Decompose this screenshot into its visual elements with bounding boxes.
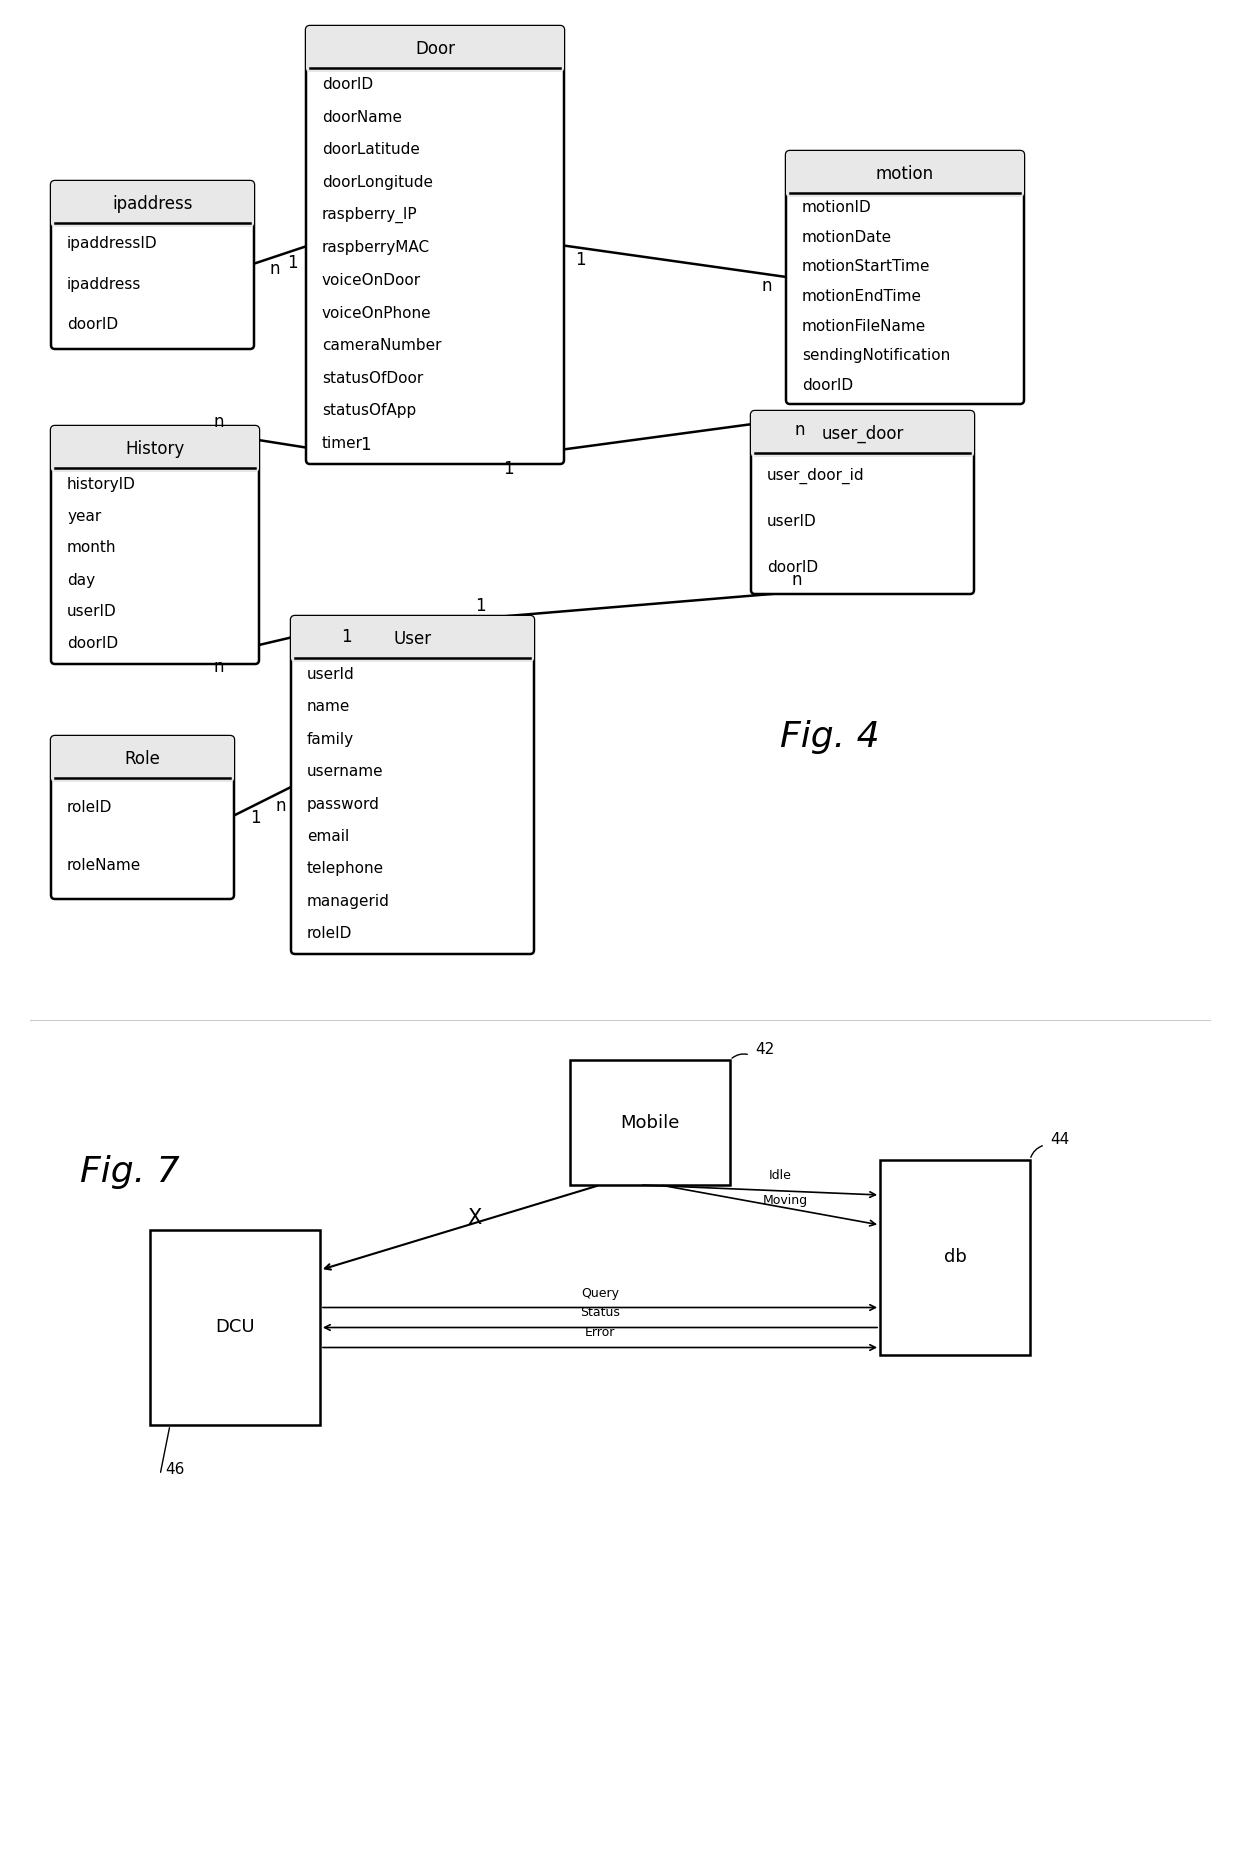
FancyBboxPatch shape [51, 736, 234, 899]
Text: statusOfDoor: statusOfDoor [322, 370, 423, 387]
Bar [570, 1060, 730, 1186]
Text: ipaddress: ipaddress [113, 194, 192, 213]
Text: n: n [794, 420, 805, 438]
FancyBboxPatch shape [751, 411, 973, 457]
Text: 1: 1 [288, 253, 299, 272]
FancyBboxPatch shape [306, 26, 564, 72]
Text: userID: userID [67, 605, 117, 620]
Text: doorLatitude: doorLatitude [322, 142, 420, 157]
FancyBboxPatch shape [786, 152, 1024, 196]
Text: User: User [393, 631, 432, 647]
Text: userId: userId [308, 666, 355, 681]
Text: 1: 1 [475, 598, 486, 616]
Text: n: n [275, 797, 286, 814]
Bar [150, 1230, 320, 1424]
Text: n: n [791, 572, 802, 588]
Text: n: n [761, 278, 771, 296]
Text: year: year [67, 509, 102, 524]
Text: n: n [215, 657, 224, 675]
Text: user_door_id: user_door_id [768, 468, 864, 485]
Text: motionFileName: motionFileName [802, 318, 926, 333]
FancyBboxPatch shape [51, 736, 234, 783]
Text: month: month [67, 540, 117, 555]
Text: user_door: user_door [821, 426, 904, 444]
Text: roleID: roleID [67, 799, 113, 814]
FancyBboxPatch shape [51, 181, 254, 228]
FancyBboxPatch shape [786, 152, 1024, 403]
Text: username: username [308, 764, 383, 779]
Text: Idle: Idle [769, 1169, 791, 1182]
Text: telephone: telephone [308, 862, 384, 877]
Text: 46: 46 [165, 1463, 185, 1478]
Text: userID: userID [768, 514, 817, 529]
Text: timer: timer [322, 437, 363, 451]
FancyBboxPatch shape [51, 426, 259, 664]
Text: doorID: doorID [67, 636, 118, 651]
Text: Fig. 4: Fig. 4 [780, 720, 879, 755]
Text: Mobile: Mobile [620, 1114, 680, 1132]
Text: Moving: Moving [763, 1193, 807, 1206]
Text: n: n [269, 261, 280, 279]
Text: motionEndTime: motionEndTime [802, 289, 923, 303]
Text: X: X [467, 1208, 482, 1228]
Text: ipaddressID: ipaddressID [67, 235, 157, 252]
Text: 1: 1 [341, 627, 352, 646]
Text: 1: 1 [249, 810, 260, 827]
FancyBboxPatch shape [51, 181, 254, 350]
Text: doorID: doorID [322, 78, 373, 92]
Text: 1: 1 [575, 252, 585, 268]
Bar [880, 1160, 1030, 1354]
Text: managerid: managerid [308, 894, 389, 908]
Text: doorID: doorID [802, 377, 853, 392]
Text: DCU: DCU [216, 1319, 254, 1336]
Text: doorName: doorName [322, 109, 402, 124]
Text: motionID: motionID [802, 200, 872, 215]
Text: Query: Query [582, 1286, 619, 1299]
FancyBboxPatch shape [291, 616, 534, 955]
FancyBboxPatch shape [51, 426, 259, 472]
Text: Error: Error [585, 1326, 615, 1339]
Text: 1: 1 [503, 461, 513, 477]
FancyBboxPatch shape [306, 26, 564, 464]
Text: password: password [308, 797, 379, 812]
Text: raspberry_IP: raspberry_IP [322, 207, 418, 224]
Text: historyID: historyID [67, 477, 136, 492]
Text: Role: Role [124, 749, 160, 768]
FancyBboxPatch shape [291, 616, 534, 662]
Text: day: day [67, 572, 95, 588]
Text: family: family [308, 731, 355, 747]
Text: voiceOnDoor: voiceOnDoor [322, 272, 422, 289]
Text: voiceOnPhone: voiceOnPhone [322, 305, 432, 320]
Text: roleName: roleName [67, 858, 141, 873]
Text: email: email [308, 829, 350, 844]
Text: n: n [213, 413, 224, 431]
Text: Status: Status [580, 1306, 620, 1319]
Text: raspberryMAC: raspberryMAC [322, 240, 430, 255]
Text: motionDate: motionDate [802, 229, 892, 244]
Text: motionStartTime: motionStartTime [802, 259, 930, 274]
Text: Door: Door [415, 41, 455, 57]
Text: 44: 44 [1050, 1132, 1069, 1147]
Text: statusOfApp: statusOfApp [322, 403, 417, 418]
Text: sendingNotification: sendingNotification [802, 348, 950, 363]
Text: cameraNumber: cameraNumber [322, 339, 441, 353]
Text: History: History [125, 440, 185, 459]
Text: motion: motion [875, 165, 934, 183]
Text: 1: 1 [360, 437, 371, 453]
Text: db: db [944, 1249, 966, 1267]
Text: ipaddress: ipaddress [67, 276, 141, 292]
FancyBboxPatch shape [751, 411, 973, 594]
Text: Fig. 7: Fig. 7 [81, 1154, 180, 1190]
Text: 42: 42 [755, 1043, 774, 1058]
Text: doorLongitude: doorLongitude [322, 176, 433, 191]
Text: roleID: roleID [308, 927, 352, 942]
Text: doorID: doorID [768, 561, 818, 575]
Text: doorID: doorID [67, 316, 118, 333]
Text: name: name [308, 699, 351, 714]
